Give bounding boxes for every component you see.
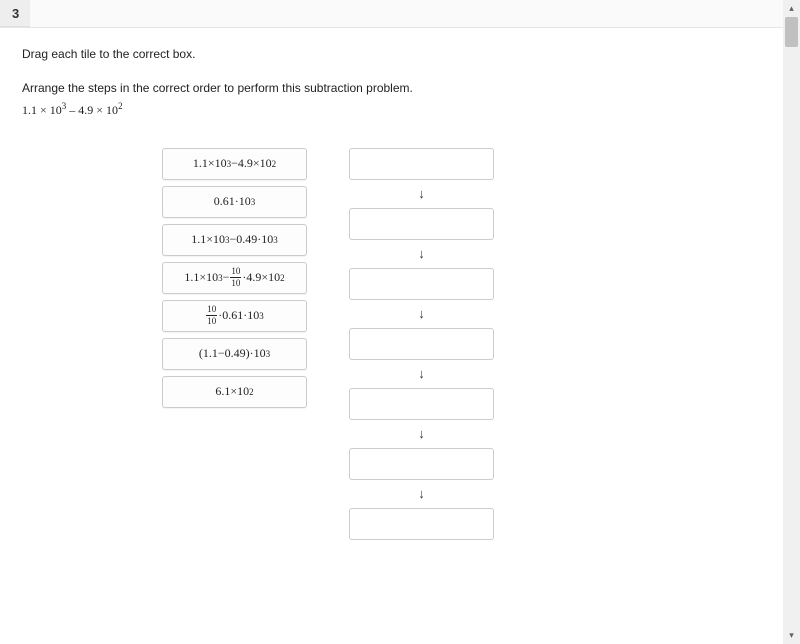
draggable-tile[interactable]: 1.1×103−0.49·103 [162,224,307,256]
problem-text: Arrange the steps in the correct order t… [22,81,761,95]
arrow-down-icon: ↓ [418,246,425,262]
scrollbar-track[interactable] [783,17,800,627]
scrollbar-thumb[interactable] [785,17,798,47]
expr-mid: – 4.9 × 10 [66,103,118,117]
expr-a: 1.1 × 10 [22,103,62,117]
arrow-down-icon: ↓ [418,366,425,382]
vertical-scrollbar[interactable]: ▴ ▾ [783,0,800,644]
question-content: 3 Drag each tile to the correct box. Arr… [0,0,783,558]
drop-slot[interactable] [349,448,494,480]
draggable-tile[interactable]: 1.1×103−1010·4.9×102 [162,262,307,294]
arrow-down-icon: ↓ [418,486,425,502]
scroll-up-arrow[interactable]: ▴ [783,0,800,17]
drop-slot[interactable] [349,508,494,540]
question-number: 3 [0,0,30,27]
drop-slot[interactable] [349,328,494,360]
draggable-tile[interactable]: 6.1×102 [162,376,307,408]
expr-exp-b: 2 [118,101,123,111]
draggable-tile[interactable]: (1.1−0.49)·103 [162,338,307,370]
draggable-tile[interactable]: 0.61·103 [162,186,307,218]
draggable-tile[interactable]: 1.1×103−4.9×102 [162,148,307,180]
drop-slot[interactable] [349,268,494,300]
draggable-tile[interactable]: 1010·0.61·103 [162,300,307,332]
drop-column: ↓ ↓ ↓ ↓ ↓ ↓ [349,148,494,540]
tiles-column: 1.1×103−4.9×102 0.61·103 1.1×103−0.49·103 1… [162,148,307,540]
arrow-down-icon: ↓ [418,306,425,322]
drop-slot[interactable] [349,148,494,180]
columns-container: 1.1×103−4.9×102 0.61·103 1.1×103−0.49·103 1… [162,148,761,540]
question-header-row: 3 [0,0,783,28]
drop-slot[interactable] [349,388,494,420]
instruction-text: Drag each tile to the correct box. [22,46,761,63]
scroll-down-arrow[interactable]: ▾ [783,627,800,644]
arrow-down-icon: ↓ [418,426,425,442]
expression: 1.1 × 103 – 4.9 × 102 [22,103,761,118]
drop-slot[interactable] [349,208,494,240]
question-body: Drag each tile to the correct box. Arran… [0,28,783,558]
arrow-down-icon: ↓ [418,186,425,202]
